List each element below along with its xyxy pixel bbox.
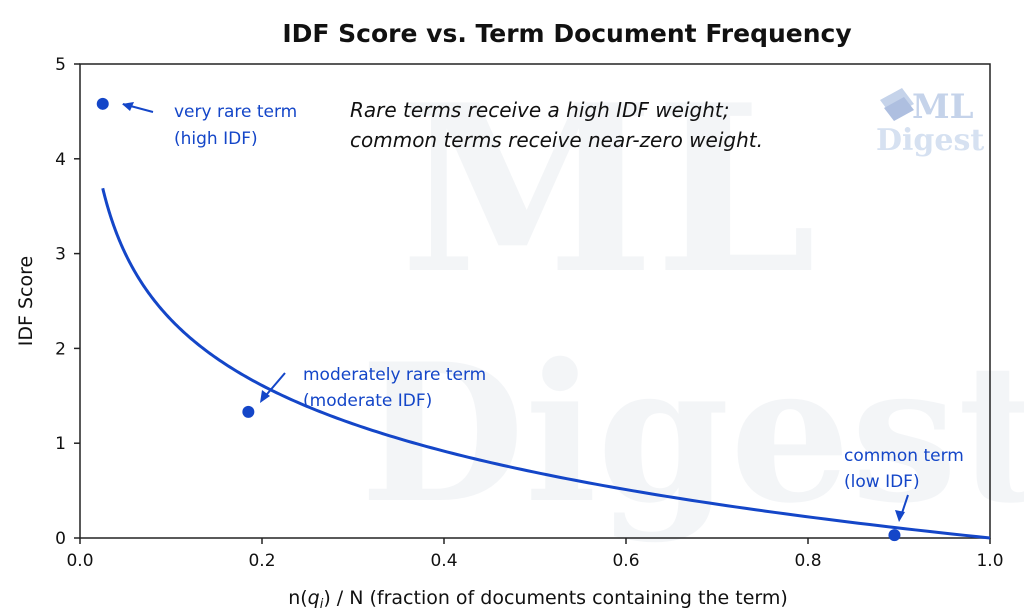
annotation-moderate-line1: moderately rare term [303, 365, 486, 385]
x-axis-label: n(qi) / N (fraction of documents contain… [288, 587, 788, 612]
y-tick-label: 1 [55, 434, 66, 454]
ml-digest-logo: ML Digest [876, 87, 984, 158]
y-axis-label: IDF Score [15, 256, 37, 346]
annotation-common-line1: common term [844, 446, 964, 466]
arrow-head-icon [122, 102, 134, 111]
watermark-big-line1: ML [400, 55, 816, 325]
annotation-very-rare-line1: very rare term [174, 102, 297, 122]
y-tick-label: 0 [55, 529, 66, 549]
point-moderately-rare-term [242, 405, 255, 418]
plot-frame [79, 63, 991, 539]
point-very-rare-term [96, 97, 109, 110]
x-tick-label: 0.0 [66, 551, 93, 571]
data-points [96, 97, 901, 542]
annotation-common-term: common term (low IDF) [844, 446, 964, 522]
note-line1: Rare terms receive a high IDF weight; [350, 98, 729, 122]
watermark-big-line2: Digest [360, 322, 1024, 545]
annotation-very-rare-term: very rare term (high IDF) [122, 102, 297, 149]
book-icon [880, 88, 914, 121]
x-tick-label: 0.2 [248, 551, 275, 571]
annotation-moderate-line2: (moderate IDF) [303, 391, 432, 411]
y-tick-label: 4 [55, 150, 66, 170]
x-tick-label: 0.4 [430, 551, 457, 571]
idf-curve-line [101, 187, 991, 540]
chart-title: IDF Score vs. Term Document Frequency [282, 19, 851, 48]
y-tick-label: 5 [55, 55, 66, 75]
annotation-common-line2: (low IDF) [844, 472, 920, 492]
y-tick-label: 2 [55, 339, 66, 359]
x-axis-label-suffix: ) / N (fraction of documents containing … [323, 587, 787, 609]
arrow-head-icon [260, 390, 270, 403]
point-common-term [888, 529, 901, 542]
x-axis-label-prefix: n( [288, 587, 307, 609]
arrow-head-icon [895, 510, 905, 522]
y-tick-label: 3 [55, 245, 66, 265]
y-axis-ticks: 0 1 2 3 4 5 [55, 55, 80, 549]
watermark-background: ML Digest [360, 55, 1024, 545]
x-tick-label: 0.8 [794, 551, 821, 571]
x-tick-label: 0.6 [612, 551, 639, 571]
annotation-moderately-rare-term: moderately rare term (moderate IDF) [260, 365, 486, 411]
x-axis-label-sub: i [320, 597, 324, 612]
x-axis-ticks: 0.0 0.2 0.4 0.6 0.8 1.0 [66, 538, 1004, 571]
logo-text-ml: ML [912, 87, 974, 127]
x-tick-label: 1.0 [976, 551, 1003, 571]
x-axis-label-var: q [308, 587, 320, 609]
note-line2: common terms receive near-zero weight. [350, 128, 763, 152]
annotation-very-rare-line2: (high IDF) [174, 129, 258, 149]
logo-text-digest: Digest [876, 123, 984, 158]
